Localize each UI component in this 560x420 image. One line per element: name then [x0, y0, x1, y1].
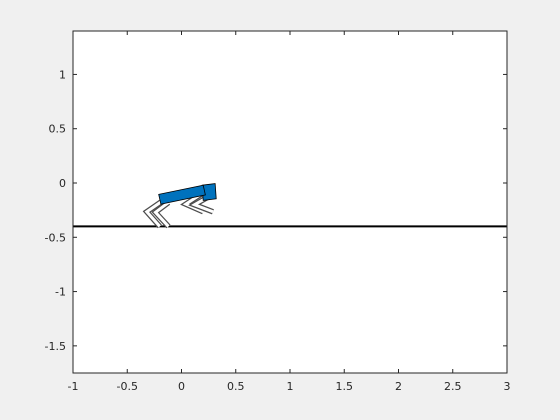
- y-tick-label: 0: [59, 177, 66, 190]
- x-tick-label: -0.5: [117, 380, 138, 393]
- y-tick-label: 1: [59, 68, 66, 81]
- axes-background: [73, 31, 507, 373]
- x-tick-label: 0.5: [227, 380, 245, 393]
- x-tick-label: 1: [287, 380, 294, 393]
- y-tick-label: -1: [55, 286, 66, 299]
- x-tick-label: 0: [178, 380, 185, 393]
- y-tick-label: 0.5: [49, 123, 67, 136]
- x-tick-label: 3: [504, 380, 511, 393]
- x-tick-label: 2.5: [444, 380, 462, 393]
- y-tick-label: -0.5: [45, 231, 66, 244]
- x-tick-label: 2: [395, 380, 402, 393]
- x-tick-label: 1.5: [336, 380, 354, 393]
- y-tick-label: -1.5: [45, 340, 66, 353]
- x-tick-label: -1: [68, 380, 79, 393]
